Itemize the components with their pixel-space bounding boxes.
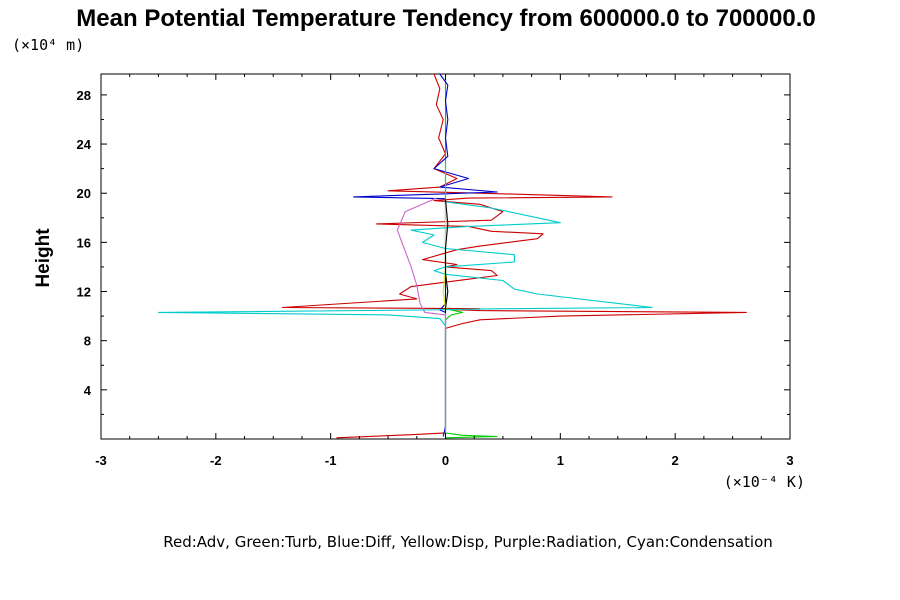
x-tick-label: -2 [210,453,222,468]
series-line-total [444,199,449,314]
x-tick-label: 3 [786,453,793,468]
y-tick-label: 8 [84,334,91,349]
y-tick-label: 12 [77,285,91,300]
y-tick-label: 4 [84,383,92,398]
series-group [157,73,747,439]
y-tick-label: 16 [77,235,91,250]
chart-title: Mean Potential Temperature Tendency from… [76,5,815,32]
y-axis-units: (×10⁴ m) [12,36,84,54]
y-tick-label: 24 [77,137,92,152]
series-line-radiation [396,197,447,436]
series-line-condensation [157,162,653,435]
x-tick-label: 1 [557,453,564,468]
y-axis-label: Height [33,228,54,288]
x-axis-units: (×10⁻⁴ K) [724,473,805,491]
y-tick-label: 20 [77,186,91,201]
x-tick-label: -1 [325,453,337,468]
legend-text: Red:Adv, Green:Turb, Blue:Diff, Yellow:D… [163,533,773,551]
x-tick-label: 0 [442,453,449,468]
x-tick-label: -3 [95,453,107,468]
series-line-diff [353,73,498,437]
series-line-turb [444,74,498,439]
x-tick-label: 2 [672,453,679,468]
y-tick-label: 28 [77,88,91,103]
